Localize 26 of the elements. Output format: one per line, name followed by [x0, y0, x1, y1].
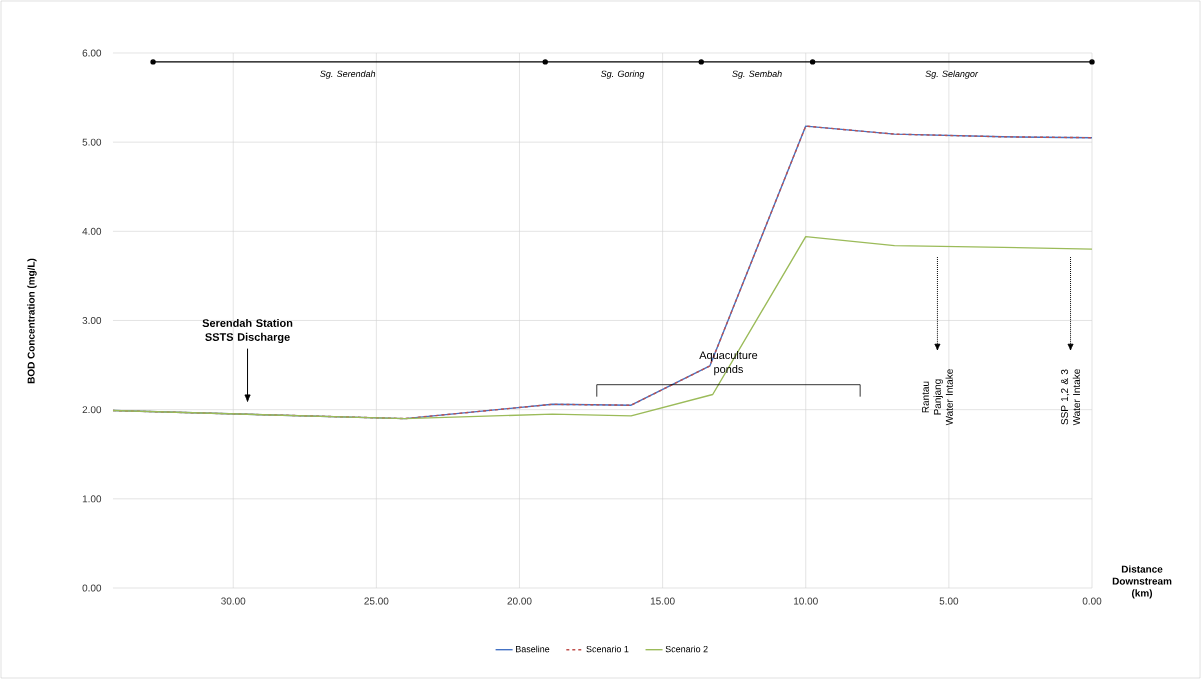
annotation: Sg. Goring	[600, 70, 645, 79]
annotation: SSP 1,2 & 3 Water Intake	[1061, 369, 1081, 426]
x-tick-label: 20.00	[507, 597, 532, 605]
legend-label: Scenario 2	[665, 645, 708, 653]
annotation: Sg. Sembah	[732, 70, 782, 79]
x-tick-label: 10.00	[794, 597, 818, 605]
x-tick-label: 25.00	[364, 597, 389, 605]
annotation: Sg. Selangor	[925, 70, 979, 79]
y-tick-label: 1.00	[82, 495, 102, 503]
x-tick-label: 30.00	[221, 597, 246, 605]
y-tick-label: 6.00	[82, 49, 102, 57]
annotation: Sg. Serendah	[320, 70, 376, 79]
annotation: Serendah Station SSTS Discharge	[202, 318, 293, 344]
y-tick-label: 0.00	[82, 584, 102, 592]
y-tick-label: 3.00	[82, 316, 102, 325]
x-tick-label: 5.00	[939, 597, 959, 605]
x-tick-label: 15.00	[650, 597, 675, 605]
legend-label: Scenario 1	[586, 645, 629, 653]
y-tick-label: 4.00	[82, 227, 102, 235]
y-tick-label: 5.00	[82, 138, 102, 146]
x-tick-label: 0.00	[1082, 597, 1102, 605]
x-axis-title: Distance Downstream (km)	[1112, 565, 1172, 599]
legend-label: Baseline	[516, 645, 550, 653]
annotation: Rantau Panjang Water Intake	[922, 369, 953, 426]
y-axis-title: BOD Concentration (mg/L)	[27, 258, 37, 384]
y-tick-label: 2.00	[82, 406, 102, 414]
